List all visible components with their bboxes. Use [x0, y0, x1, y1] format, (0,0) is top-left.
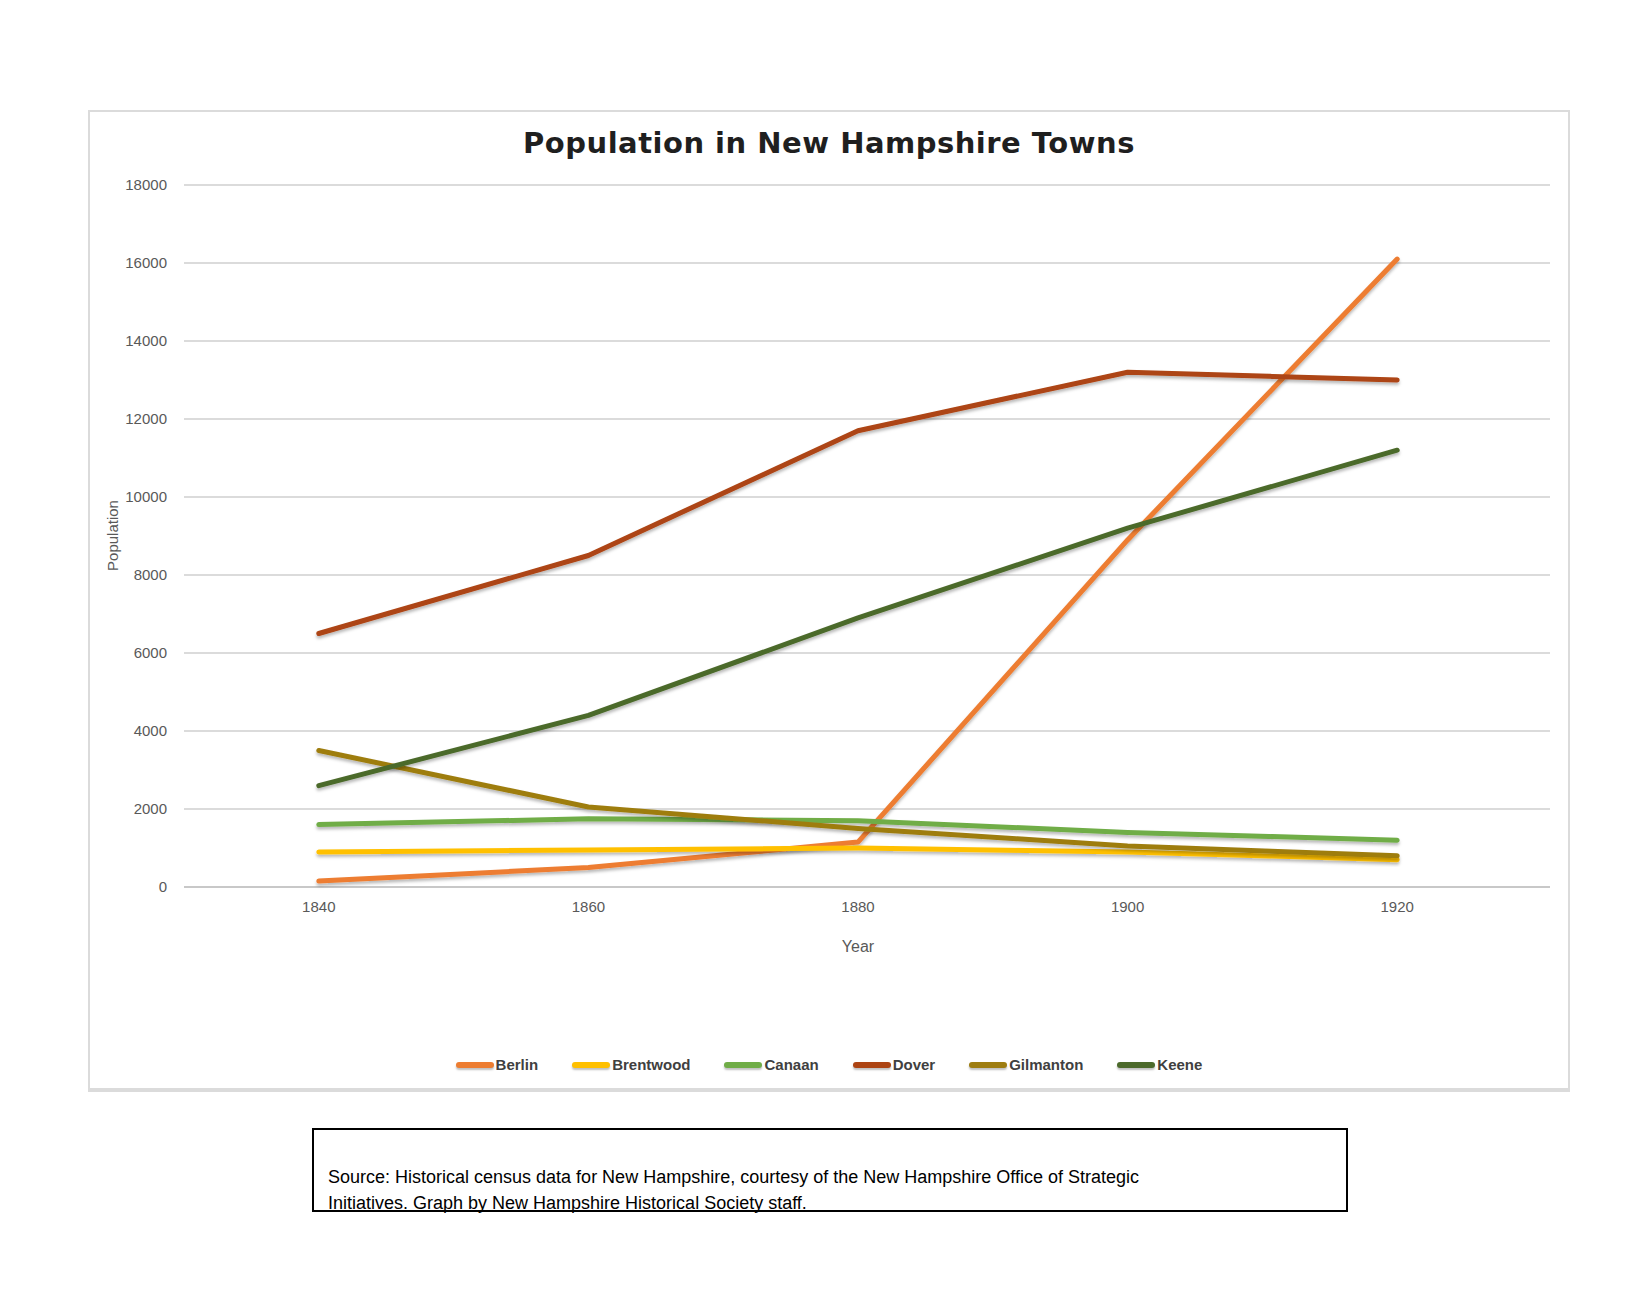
x-tick-label: 1900	[1111, 898, 1144, 915]
y-axis-title: Population	[104, 336, 121, 736]
legend-label: Berlin	[496, 1056, 539, 1073]
y-tick-label: 2000	[134, 800, 167, 817]
x-tick-label: 1840	[302, 898, 335, 915]
y-tick-label: 18000	[125, 176, 167, 193]
series-line-dover	[319, 372, 1397, 633]
legend-label: Brentwood	[612, 1056, 690, 1073]
x-tick-label: 1860	[572, 898, 605, 915]
legend-label: Keene	[1157, 1056, 1202, 1073]
legend-label: Canaan	[764, 1056, 818, 1073]
legend: Berlin Brentwood Canaan Dover Gilmanton Keene	[90, 1056, 1568, 1073]
y-tick-label: 8000	[134, 566, 167, 583]
chart-title: Population in New Hampshire Towns	[90, 126, 1568, 160]
legend-item-canaan: Canaan	[724, 1056, 818, 1073]
y-tick-label: 12000	[125, 410, 167, 427]
legend-label: Dover	[893, 1056, 936, 1073]
legend-swatch	[724, 1062, 762, 1068]
legend-swatch	[456, 1062, 494, 1068]
legend-label: Gilmanton	[1009, 1056, 1083, 1073]
page: 0 2000 4000 6000 8000 10000 12000 14000 16000 180…	[0, 0, 1650, 1292]
x-axis-title: Year	[184, 938, 1532, 956]
x-tick-label: 1920	[1381, 898, 1414, 915]
legend-swatch	[1117, 1062, 1155, 1068]
x-tick-label: 1880	[841, 898, 874, 915]
series-line-keene	[319, 450, 1397, 785]
legend-item-gilmanton: Gilmanton	[969, 1056, 1083, 1073]
y-tick-label: 16000	[125, 254, 167, 271]
legend-item-brentwood: Brentwood	[572, 1056, 690, 1073]
source-note-box: Source: Historical census data for New H…	[312, 1128, 1348, 1212]
y-tick-label: 0	[159, 878, 167, 895]
legend-item-dover: Dover	[853, 1056, 936, 1073]
legend-item-keene: Keene	[1117, 1056, 1202, 1073]
source-note: Source: Historical census data for New H…	[328, 1167, 1139, 1213]
y-tick-label: 6000	[134, 644, 167, 661]
legend-swatch	[969, 1062, 1007, 1068]
legend-item-berlin: Berlin	[456, 1056, 539, 1073]
series-line-berlin	[319, 259, 1397, 881]
y-tick-label: 4000	[134, 722, 167, 739]
legend-swatch	[853, 1062, 891, 1068]
legend-swatch	[572, 1062, 610, 1068]
chart-panel: 0 2000 4000 6000 8000 10000 12000 14000 16000 180…	[88, 110, 1570, 1092]
y-tick-label: 14000	[125, 332, 167, 349]
y-tick-label: 10000	[125, 488, 167, 505]
